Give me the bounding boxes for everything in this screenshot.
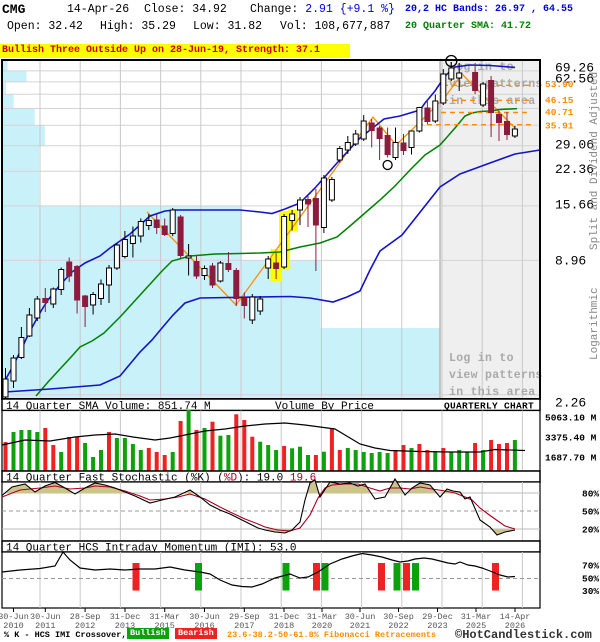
svg-text:70%: 70% <box>582 561 599 572</box>
svg-text:31-Dec: 31-Dec <box>110 612 141 622</box>
svg-text:50%: 50% <box>582 507 599 518</box>
svg-text:30-Jun: 30-Jun <box>345 612 376 622</box>
svg-text:2011: 2011 <box>35 621 55 631</box>
svg-text:2016: 2016 <box>194 621 214 631</box>
svg-text:40.71: 40.71 <box>545 107 574 118</box>
svg-text:62.56: 62.56 <box>555 72 594 87</box>
svg-text:30-Jun: 30-Jun <box>30 612 61 622</box>
svg-text:2025: 2025 <box>466 621 486 631</box>
svg-text:2012: 2012 <box>75 621 95 631</box>
svg-text:50%: 50% <box>582 574 599 585</box>
svg-text:in this area: in this area <box>449 386 535 399</box>
svg-text:53.90: 53.90 <box>545 79 574 90</box>
svg-text:46.15: 46.15 <box>545 95 574 106</box>
svg-text:2020: 2020 <box>312 621 332 631</box>
svg-text:2023: 2023 <box>427 621 447 631</box>
svg-text:31-Mar: 31-Mar <box>149 612 180 622</box>
svg-text:31-Mar: 31-Mar <box>307 612 338 622</box>
svg-text:30-Jun: 30-Jun <box>0 612 29 622</box>
svg-text:2015: 2015 <box>154 621 174 631</box>
svg-text:8.96: 8.96 <box>555 254 586 269</box>
svg-text:Log in to: Log in to <box>449 352 514 365</box>
svg-text:QUARTERLY CHART: QUARTERLY CHART <box>444 401 534 412</box>
svg-text:2021: 2021 <box>350 621 370 631</box>
svg-text:3375.40 M: 3375.40 M <box>545 433 597 444</box>
svg-text:69.26: 69.26 <box>555 61 594 76</box>
svg-text:Split and Dividend Adjusted: Split and Dividend Adjusted <box>589 72 600 250</box>
svg-text:31-Mar: 31-Mar <box>461 612 492 622</box>
svg-text:29-Sep: 29-Sep <box>229 612 260 622</box>
svg-text:2013: 2013 <box>115 621 135 631</box>
svg-text:29-Dec: 29-Dec <box>422 612 453 622</box>
svg-text:Log in to: Log in to <box>449 61 514 74</box>
svg-text:Logarithmic: Logarithmic <box>589 287 600 360</box>
svg-text:2010: 2010 <box>3 621 23 631</box>
svg-text:35.91: 35.91 <box>545 120 574 131</box>
svg-text:2018: 2018 <box>274 621 294 631</box>
svg-text:30%: 30% <box>582 586 599 597</box>
svg-text:20%: 20% <box>582 525 599 536</box>
svg-text:2022: 2022 <box>388 621 408 631</box>
svg-text:15.66: 15.66 <box>555 198 594 213</box>
svg-text:80%: 80% <box>582 489 599 500</box>
svg-text:2026: 2026 <box>505 621 525 631</box>
svg-text:31-Dec: 31-Dec <box>269 612 300 622</box>
svg-text:2017: 2017 <box>234 621 254 631</box>
svg-text:view patterns: view patterns <box>449 369 543 382</box>
svg-text:view patterns: view patterns <box>449 78 543 91</box>
svg-text:1687.70 M: 1687.70 M <box>545 453 597 464</box>
svg-text:2.26: 2.26 <box>555 396 586 411</box>
svg-text:30-Sep: 30-Sep <box>383 612 414 622</box>
svg-text:22.36: 22.36 <box>555 162 594 177</box>
svg-text:14-Apr: 14-Apr <box>500 612 531 622</box>
svg-text:28-Sep: 28-Sep <box>70 612 101 622</box>
svg-text:5063.10 M: 5063.10 M <box>545 413 597 424</box>
svg-text:30-Jun: 30-Jun <box>189 612 220 622</box>
svg-text:29.06: 29.06 <box>555 138 594 153</box>
